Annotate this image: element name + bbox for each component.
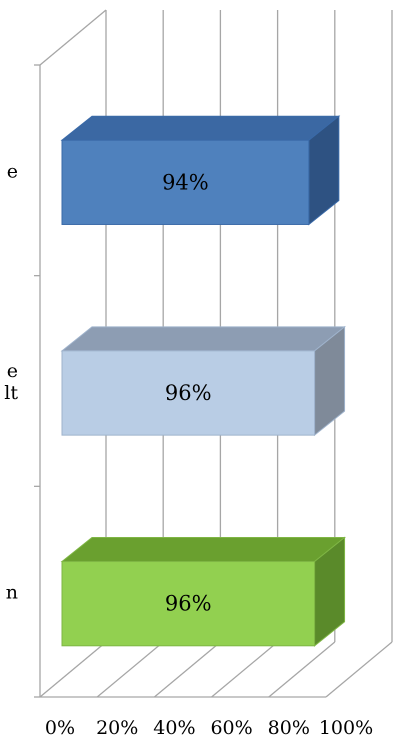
x-tick-label: 60% xyxy=(210,717,252,739)
floor-gridline xyxy=(211,641,279,698)
category-label: lt xyxy=(4,382,18,404)
x-tick-label: 100% xyxy=(319,717,373,739)
floor-gridline xyxy=(153,641,221,698)
bar xyxy=(61,350,316,436)
floor-gridline xyxy=(96,641,164,698)
x-tick-label: 0% xyxy=(45,717,75,739)
bar xyxy=(61,561,316,647)
bar-value-label: 94% xyxy=(162,170,209,194)
bar-top-face xyxy=(60,115,341,141)
bar xyxy=(61,139,310,225)
side-wall-top xyxy=(39,9,107,66)
category-label: n xyxy=(6,582,18,604)
bar-value-label: 96% xyxy=(165,592,212,616)
bar-value-label: 96% xyxy=(165,381,212,405)
floor-gridline xyxy=(39,641,107,698)
bar-top-face xyxy=(60,326,346,352)
category-label: e xyxy=(7,360,18,382)
floor-gridline xyxy=(268,641,336,698)
x-tick-label: 20% xyxy=(96,717,138,739)
bar-top-face xyxy=(60,537,346,563)
floor-gridline xyxy=(325,641,393,698)
x-tick-label: 40% xyxy=(153,717,195,739)
category-label: e xyxy=(7,160,18,182)
x-tick-label: 80% xyxy=(268,717,310,739)
